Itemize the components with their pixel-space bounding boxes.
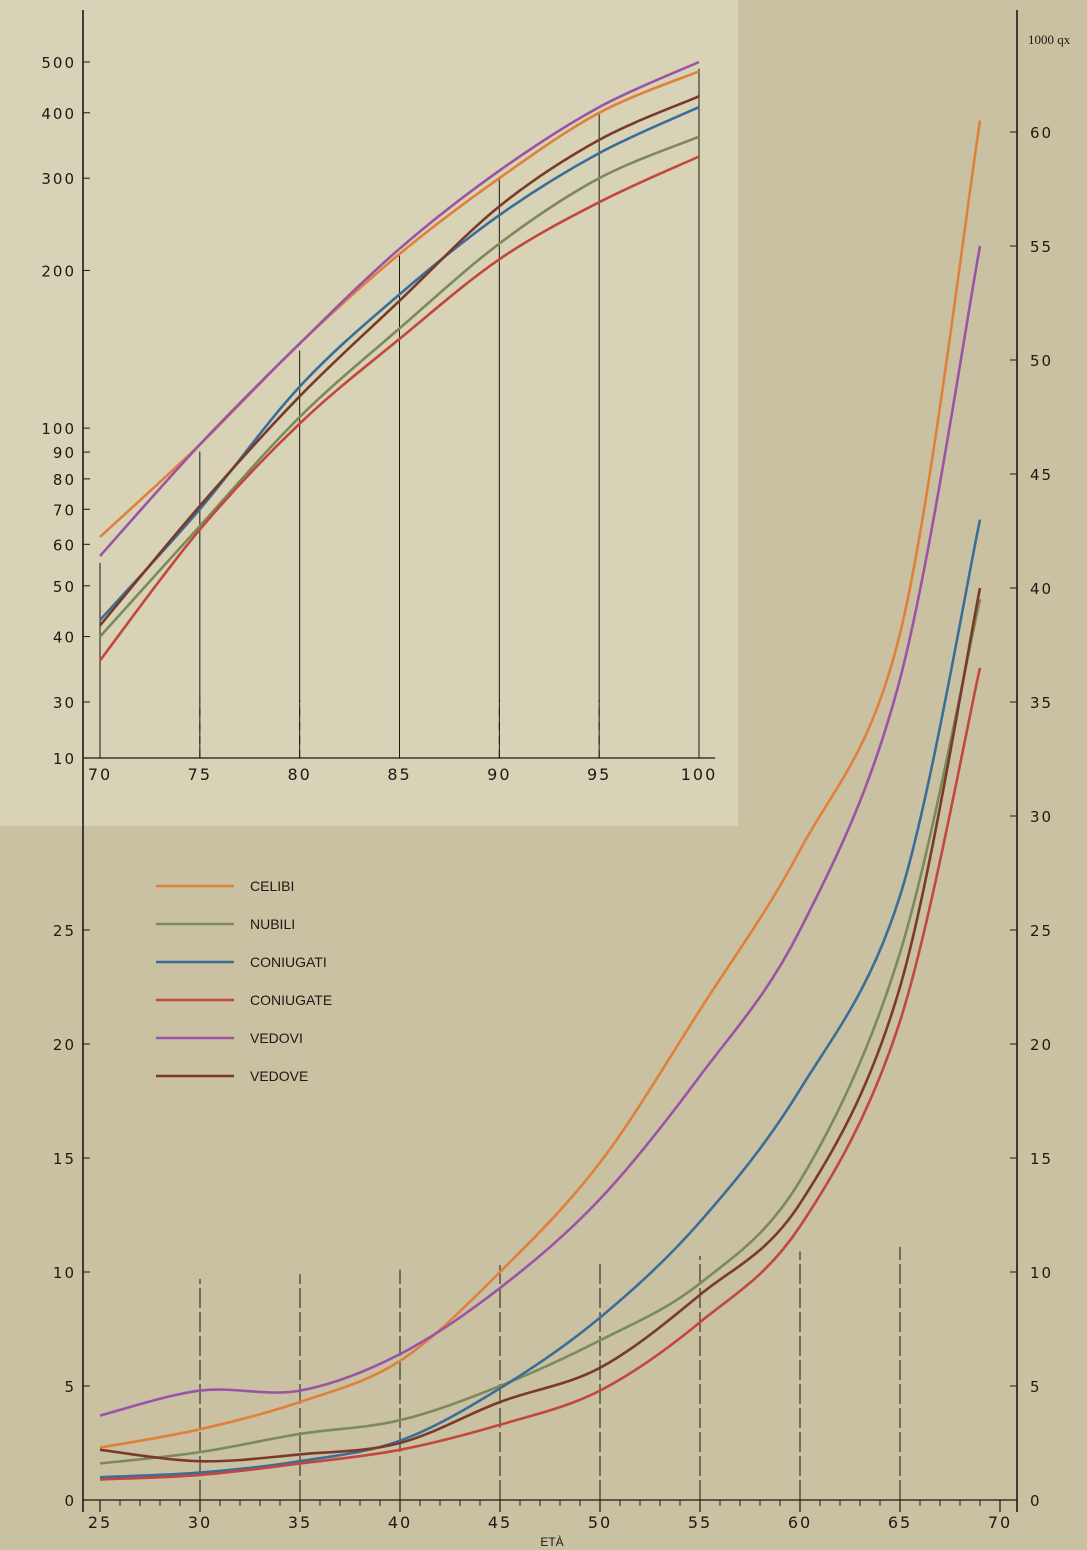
y-right-tick-label: 55 <box>1030 238 1053 256</box>
inset-y-tick-label: 500 <box>41 54 76 72</box>
main-series-line-coniugati <box>99 519 982 1479</box>
inset-y-tick-label: 40 <box>53 629 76 647</box>
y-axis-unit-label: 1000 qx <box>1028 32 1071 47</box>
main-series-line-vedove <box>99 587 982 1463</box>
legend-label-celibi: CELIBI <box>250 878 294 894</box>
x-tick-label: 60 <box>788 1513 812 1532</box>
inset-x-tick-label: 90 <box>487 765 511 784</box>
inset-y-tick-label: 90 <box>53 444 76 462</box>
inset-series-line-vedovi <box>99 60 700 557</box>
inset-y-tick-label: 80 <box>53 471 76 489</box>
y-left-tick-label: 0 <box>64 1492 76 1510</box>
legend-label-vedove: VEDOVE <box>250 1068 308 1084</box>
y-right-tick-label: 10 <box>1030 1264 1053 1282</box>
x-tick-label: 65 <box>888 1513 912 1532</box>
inset-background <box>0 0 738 826</box>
x-tick-label: 35 <box>288 1513 312 1532</box>
inset-y-tick-label: 200 <box>41 262 76 280</box>
y-right-tick-label: 5 <box>1030 1378 1042 1396</box>
x-axis-label: ETÀ <box>540 1534 563 1549</box>
x-tick-label: 55 <box>688 1513 712 1532</box>
main-series-line-vedovi <box>99 245 982 1417</box>
x-tick-label: 70 <box>988 1513 1012 1532</box>
x-tick-label: 50 <box>588 1513 612 1532</box>
inset-x-tick-label: 95 <box>587 765 611 784</box>
y-right-tick-label: 0 <box>1030 1492 1042 1510</box>
y-right-tick-label: 50 <box>1030 352 1053 370</box>
inset-series-line-nubili <box>99 135 700 638</box>
inset-series-line-coniugate <box>98 155 700 662</box>
y-left-tick-label: 5 <box>64 1378 76 1396</box>
y-right-tick-label: 45 <box>1030 466 1053 484</box>
inset-y-tick-label: 400 <box>41 105 76 123</box>
legend-label-vedovi: VEDOVI <box>250 1030 303 1046</box>
inset-x-tick-label: 85 <box>387 765 411 784</box>
y-right-tick-label: 15 <box>1030 1150 1053 1168</box>
x-tick-label: 45 <box>488 1513 512 1532</box>
y-left-tick-label: 10 <box>53 1264 76 1282</box>
y-right-tick-label: 40 <box>1030 580 1053 598</box>
x-tick-label: 25 <box>88 1513 112 1532</box>
inset-y-tick-label: 30 <box>53 694 76 712</box>
y-left-tick-label: 20 <box>53 1036 76 1054</box>
y-right-tick-label: 35 <box>1030 694 1053 712</box>
y-right-tick-label: 60 <box>1030 124 1053 142</box>
inset-series-line-vedove <box>99 95 700 627</box>
inset-series-line-coniugati <box>99 105 700 621</box>
x-tick-label: 40 <box>388 1513 412 1532</box>
inset-y-tick-label: 300 <box>41 170 76 188</box>
y-left-tick-label: 25 <box>53 922 76 940</box>
x-tick-label: 30 <box>188 1513 212 1532</box>
legend-label-coniugati: CONIUGATI <box>250 954 327 970</box>
inset-y-tick-label: 10 <box>53 750 76 768</box>
inset-y-tick-label: 50 <box>53 578 76 596</box>
main-series-line-celibi <box>99 120 982 1449</box>
inset-y-tick-label: 100 <box>41 420 76 438</box>
main-series-line-nubili <box>99 599 982 1465</box>
y-left-tick-label: 15 <box>53 1150 76 1168</box>
inset-x-tick-label: 100 <box>681 765 718 784</box>
inset-x-tick-label: 70 <box>88 765 112 784</box>
legend-label-coniugate: CONIUGATE <box>250 992 332 1008</box>
y-right-tick-label: 25 <box>1030 922 1053 940</box>
y-right-tick-label: 20 <box>1030 1036 1053 1054</box>
legend-label-nubili: NUBILI <box>250 916 295 932</box>
inset-y-tick-label: 60 <box>53 536 76 554</box>
y-right-tick-label: 30 <box>1030 808 1053 826</box>
main-series-line-coniugate <box>99 667 982 1481</box>
inset-x-tick-label: 80 <box>287 765 311 784</box>
inset-y-tick-label: 70 <box>53 501 76 519</box>
inset-x-tick-label: 75 <box>188 765 212 784</box>
